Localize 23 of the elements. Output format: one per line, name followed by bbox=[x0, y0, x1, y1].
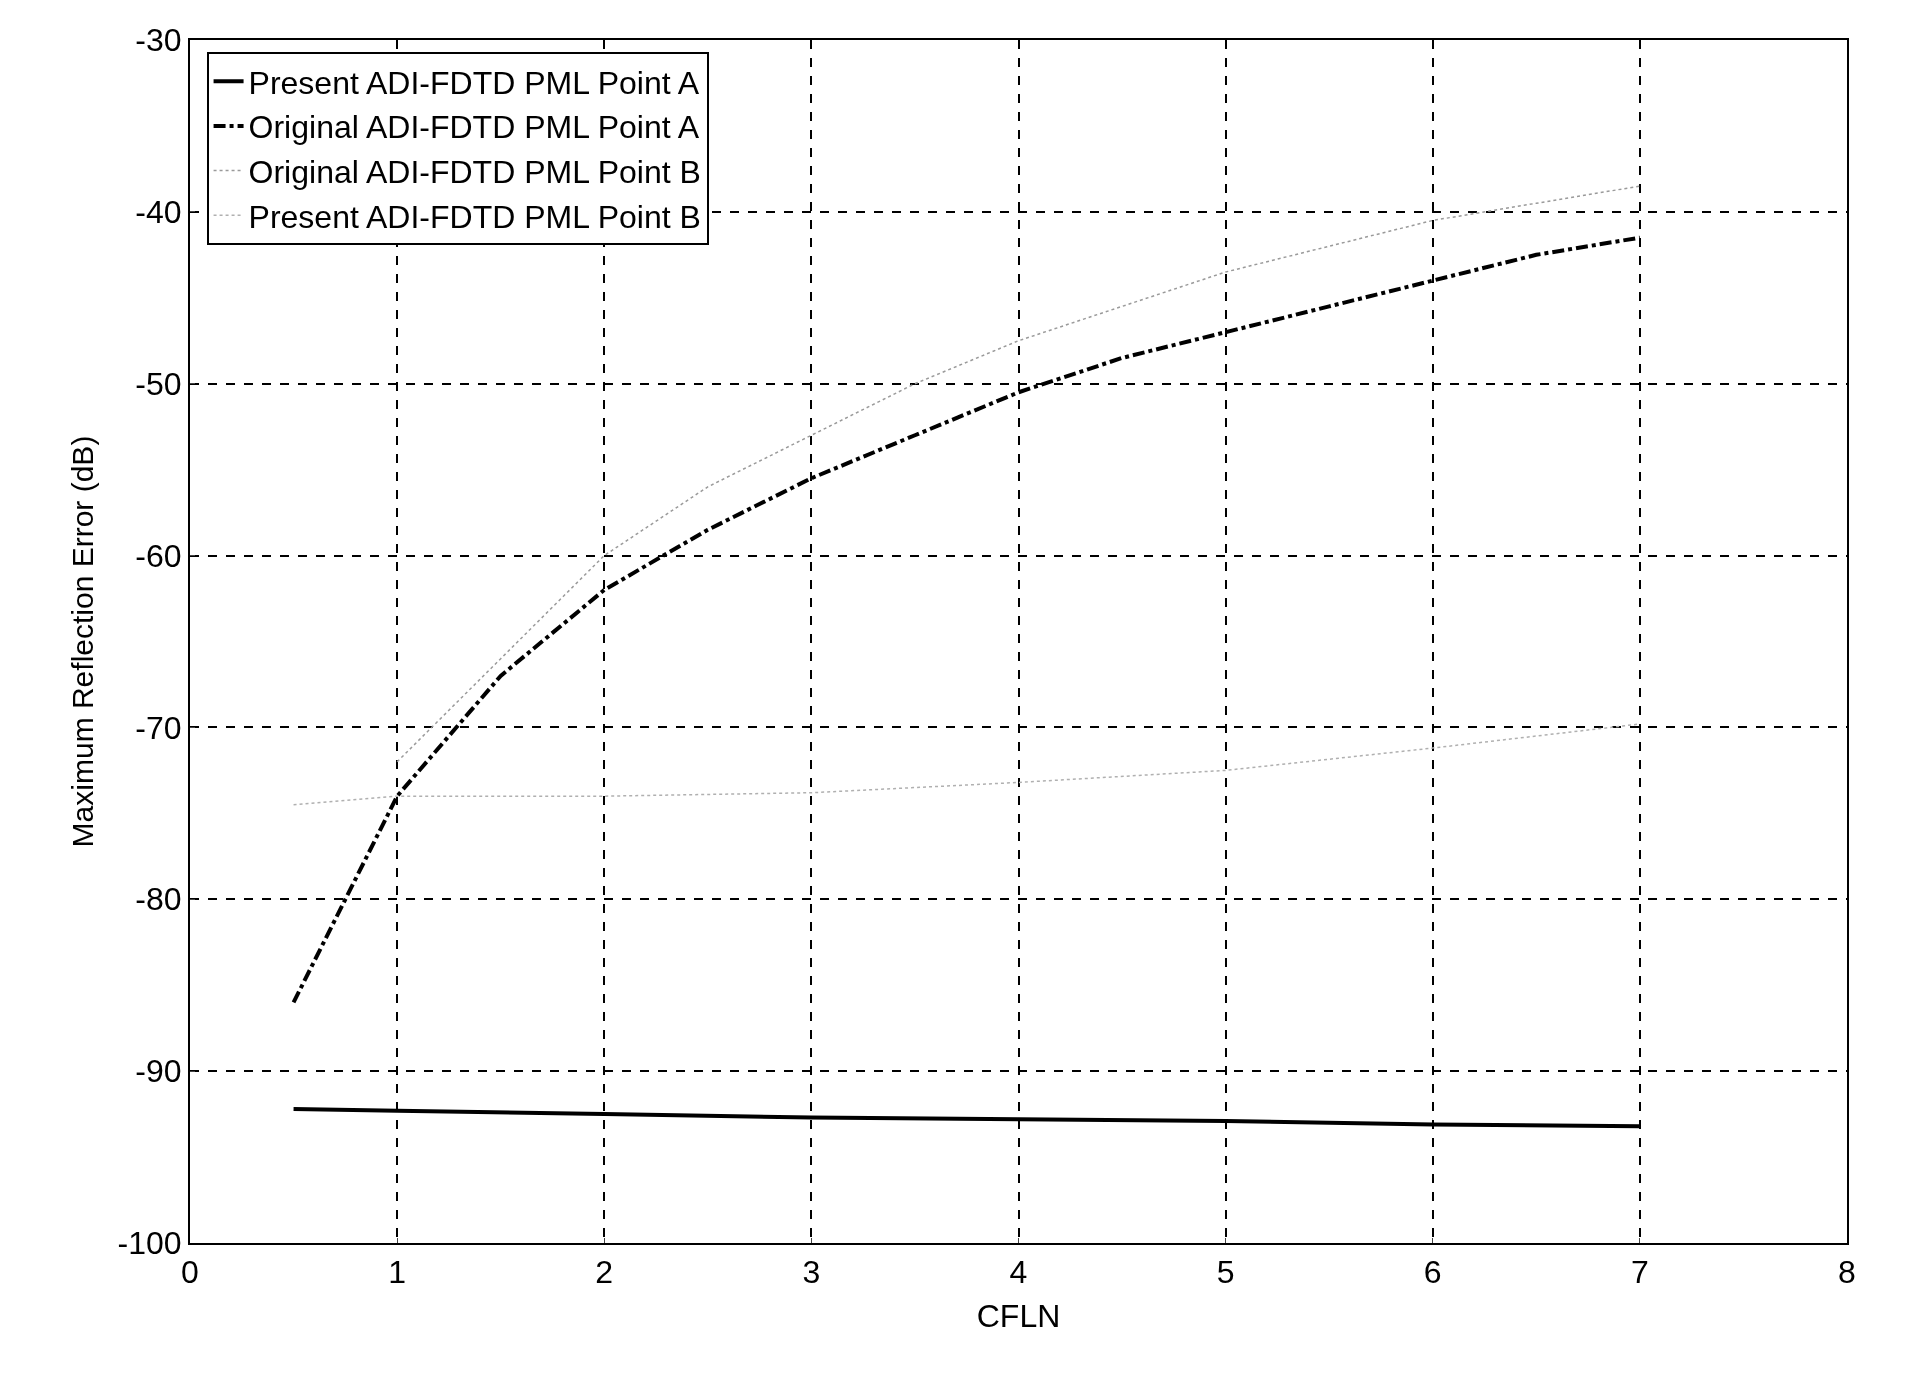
y-tick-label: -60 bbox=[135, 537, 182, 574]
x-axis-title: CFLN bbox=[976, 1297, 1061, 1334]
x-tick-label: 5 bbox=[1216, 1254, 1235, 1291]
x-tick-label: 1 bbox=[388, 1254, 407, 1291]
y-tick-label: -80 bbox=[135, 881, 182, 918]
x-tick-label: 2 bbox=[595, 1254, 614, 1291]
x-tick-label: 6 bbox=[1423, 1254, 1442, 1291]
x-tick-label: 7 bbox=[1630, 1254, 1649, 1291]
x-tick-label: 0 bbox=[181, 1254, 199, 1291]
y-tick-label: -40 bbox=[135, 194, 182, 231]
y-tick-label: -90 bbox=[135, 1053, 182, 1090]
y-tick-label: -70 bbox=[135, 709, 182, 746]
y-tick-label: -100 bbox=[117, 1225, 182, 1262]
y-tick-label: -50 bbox=[135, 365, 182, 402]
legend-label: Present ADI-FDTD PML Point A bbox=[248, 64, 700, 101]
x-tick-label: 3 bbox=[802, 1254, 821, 1291]
y-axis-title: Maximum Reflection Error (dB) bbox=[66, 435, 100, 848]
y-tick-label: -30 bbox=[135, 22, 182, 59]
x-tick-label: 8 bbox=[1838, 1254, 1856, 1291]
x-tick-label: 4 bbox=[1009, 1254, 1028, 1291]
legend-label: Present ADI-FDTD PML Point B bbox=[248, 198, 701, 235]
legend-label: Original ADI-FDTD PML Point A bbox=[248, 109, 700, 146]
legend-label: Original ADI-FDTD PML Point B bbox=[248, 154, 701, 191]
